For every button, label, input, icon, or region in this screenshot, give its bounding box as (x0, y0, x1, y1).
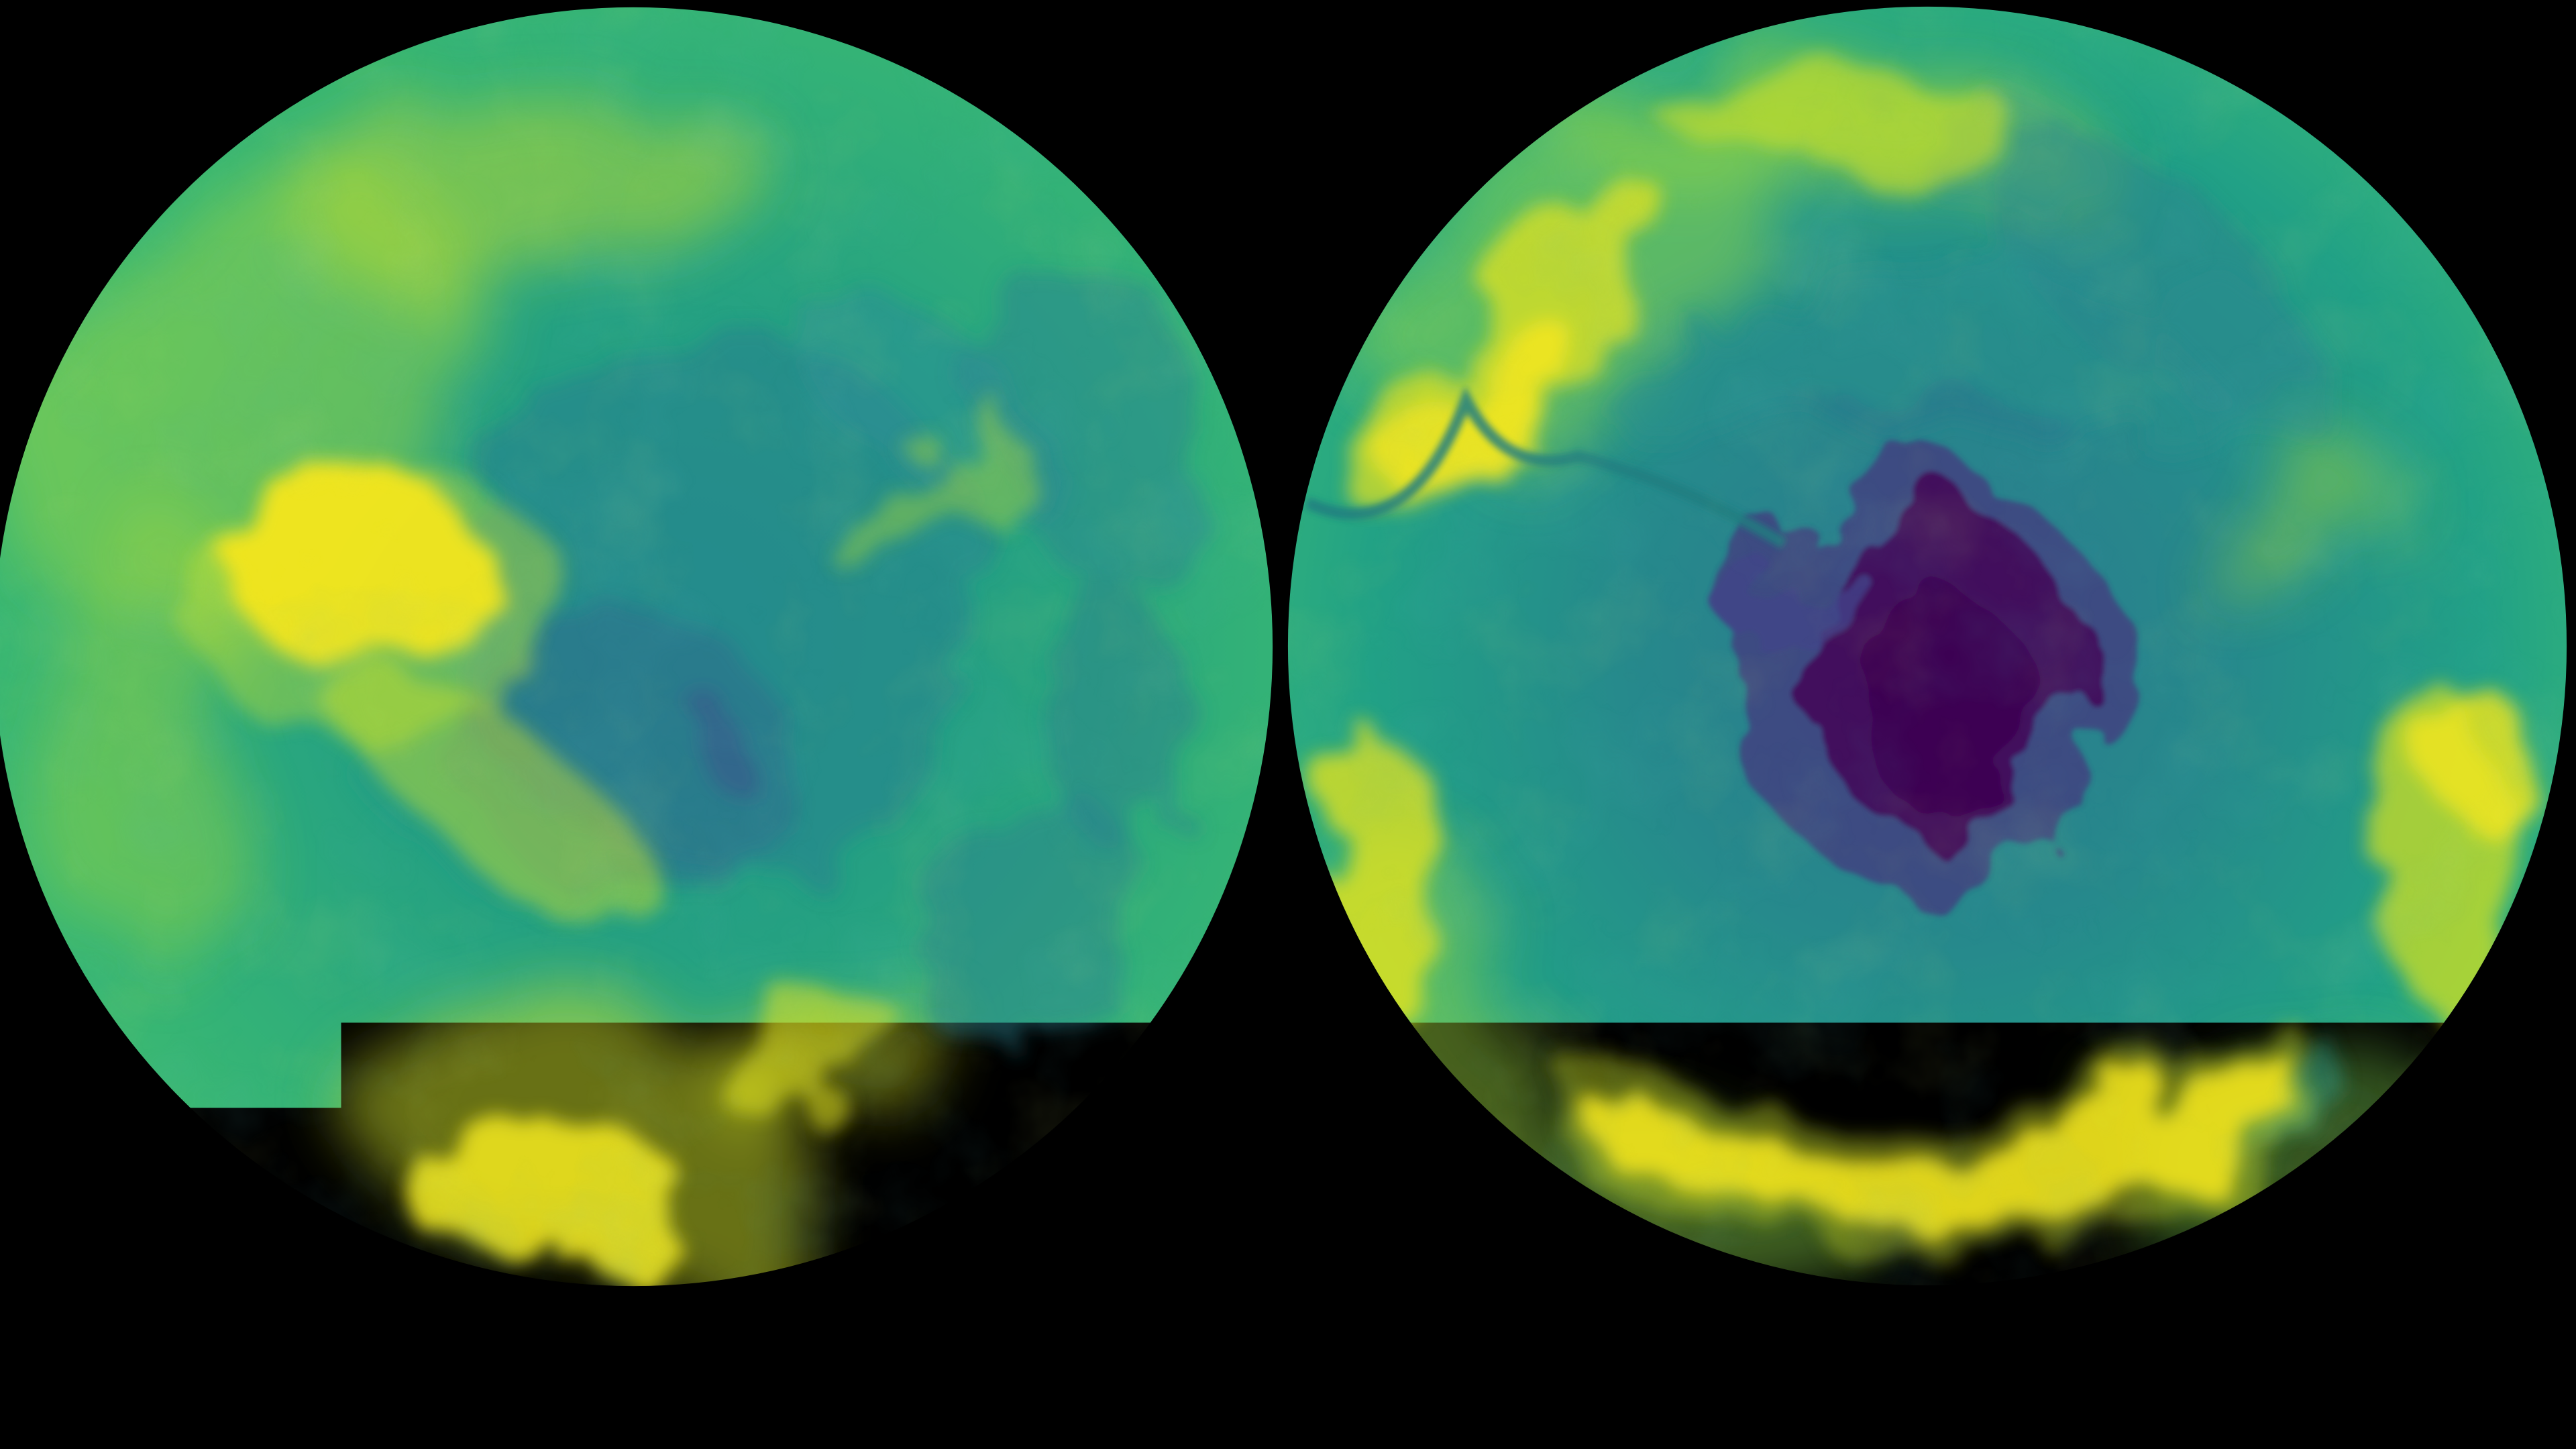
north-polar-globe-map (0, 6, 1274, 1287)
colorbar-tick-label: 2.737 (618, 1384, 674, 1407)
colorbar-tick (645, 1375, 647, 1383)
colorbar-tick-label: 1.200 (231, 1384, 286, 1407)
colorbar-tick (516, 1375, 518, 1383)
colorbar-tick-label: 2.225 (489, 1384, 545, 1407)
colorbar-gradient (259, 1348, 775, 1375)
figure-title: GEOS/ECCO upwelling longwave flux at toa… (1016, 1409, 1799, 1438)
colorbar-units-label: W m-2 (484, 1418, 549, 1442)
figure-timestamp: 2020-05-28 21:00 (1825, 1409, 2048, 1438)
south-polar-globe-map (1287, 5, 2568, 1287)
colorbar-tick-label: 1.712 (360, 1384, 415, 1407)
colorbar-scale-label: 1e2 (744, 1406, 778, 1427)
colorbar-tick (387, 1375, 389, 1383)
colorbar-tick (774, 1375, 776, 1383)
colorbar-tick (258, 1375, 260, 1383)
colorbar-tick-label: 3.250 (747, 1384, 802, 1407)
figure-canvas: 1.200 1.712 2.225 2.737 3.250 1e2 W m-2 … (0, 0, 2576, 1449)
figure-caption: GEOS/ECCO upwelling longwave flux at toa… (1016, 1409, 2048, 1438)
